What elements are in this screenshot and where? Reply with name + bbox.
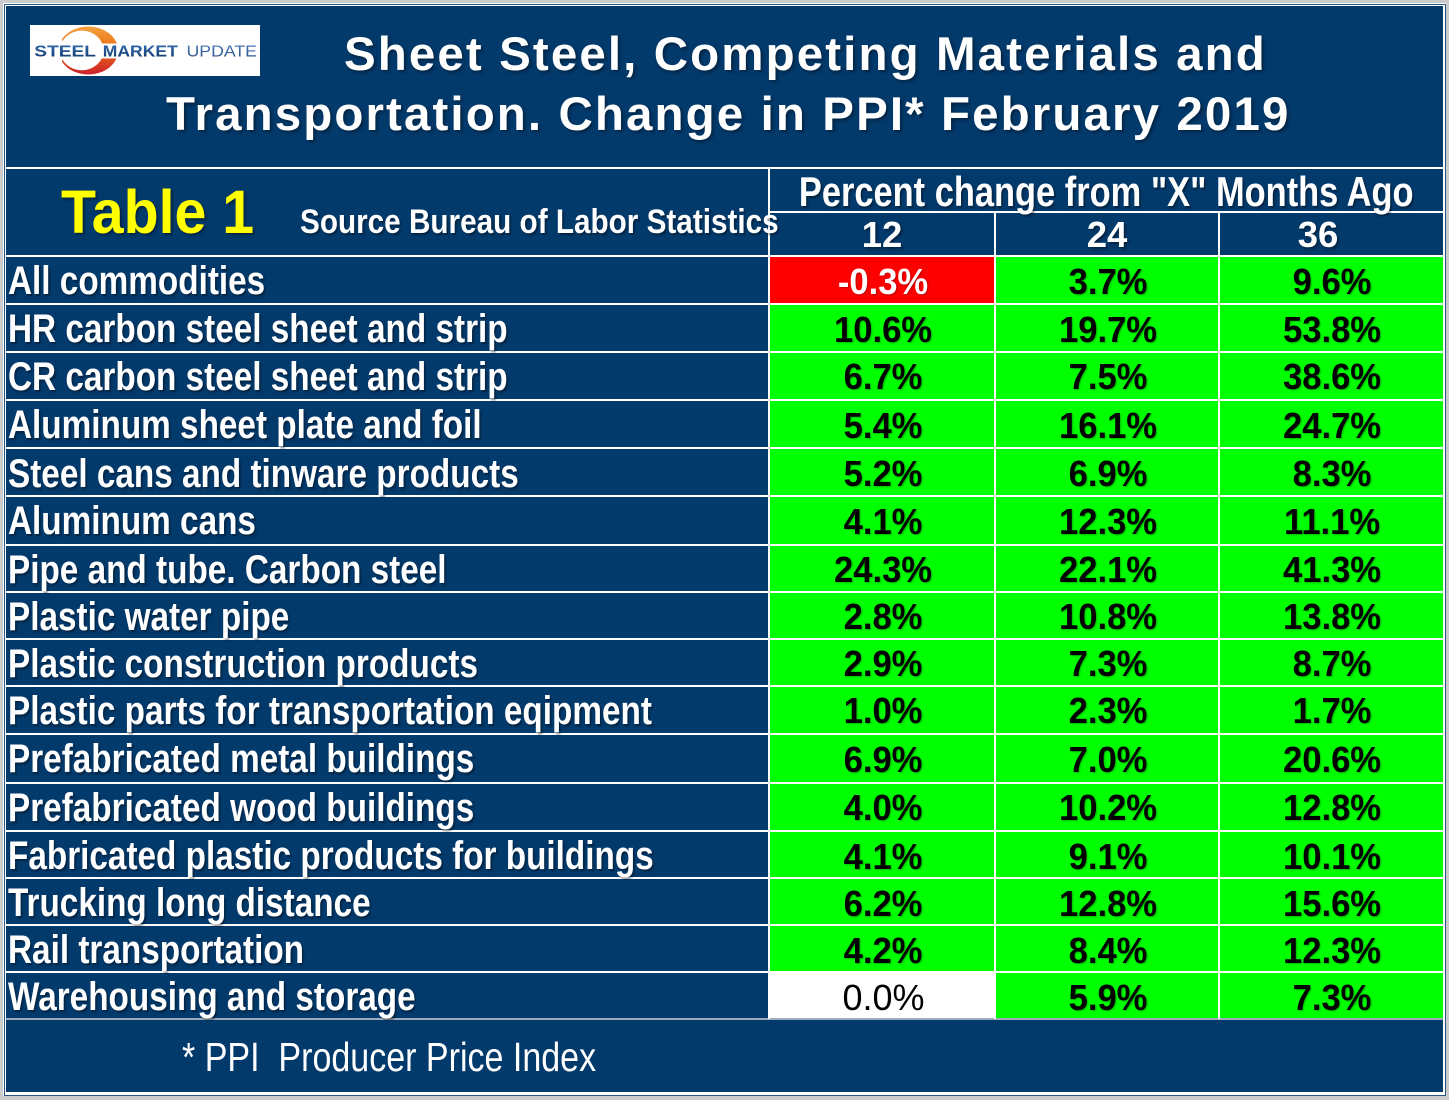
svg-text:MARKET: MARKET — [103, 43, 179, 60]
svg-text:UPDATE: UPDATE — [187, 43, 258, 60]
svg-text:STEEL: STEEL — [34, 43, 96, 60]
